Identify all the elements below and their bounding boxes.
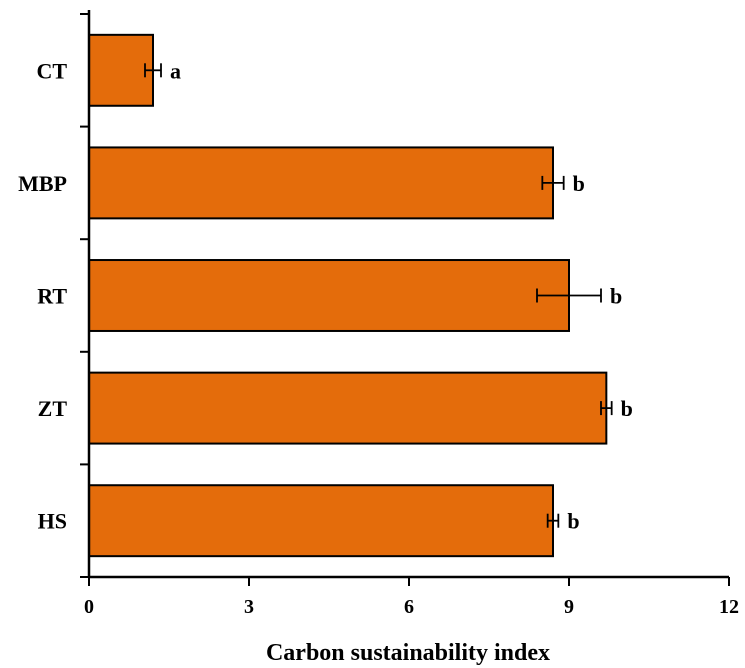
bar-zt [88,371,608,445]
ticks-layer: 0 3 6 9 12 CT MBP RT ZT HS [18,13,739,618]
bar-ct [88,33,154,107]
significance-label: a [170,58,181,83]
significance-label: b [567,509,579,534]
category-label: RT [37,284,67,309]
x-axis-title: Carbon sustainability index [266,640,550,666]
significance-label: b [621,396,633,421]
significance-label: b [610,284,622,309]
bar-rt [88,259,570,332]
category-label: MBP [18,171,67,196]
x-tick-label: 12 [719,596,739,618]
x-tick-label: 9 [564,596,574,618]
category-label: HS [38,509,67,534]
bar-hs [88,484,554,558]
x-tick-label: 6 [404,596,414,618]
category-label: ZT [38,396,68,421]
x-tick-label: 3 [244,596,254,618]
category-label: CT [36,58,67,83]
x-tick-label: 0 [84,596,94,618]
bars-layer: a b b b b [88,33,633,558]
significance-label: b [573,171,585,196]
bar-mbp [88,146,554,220]
